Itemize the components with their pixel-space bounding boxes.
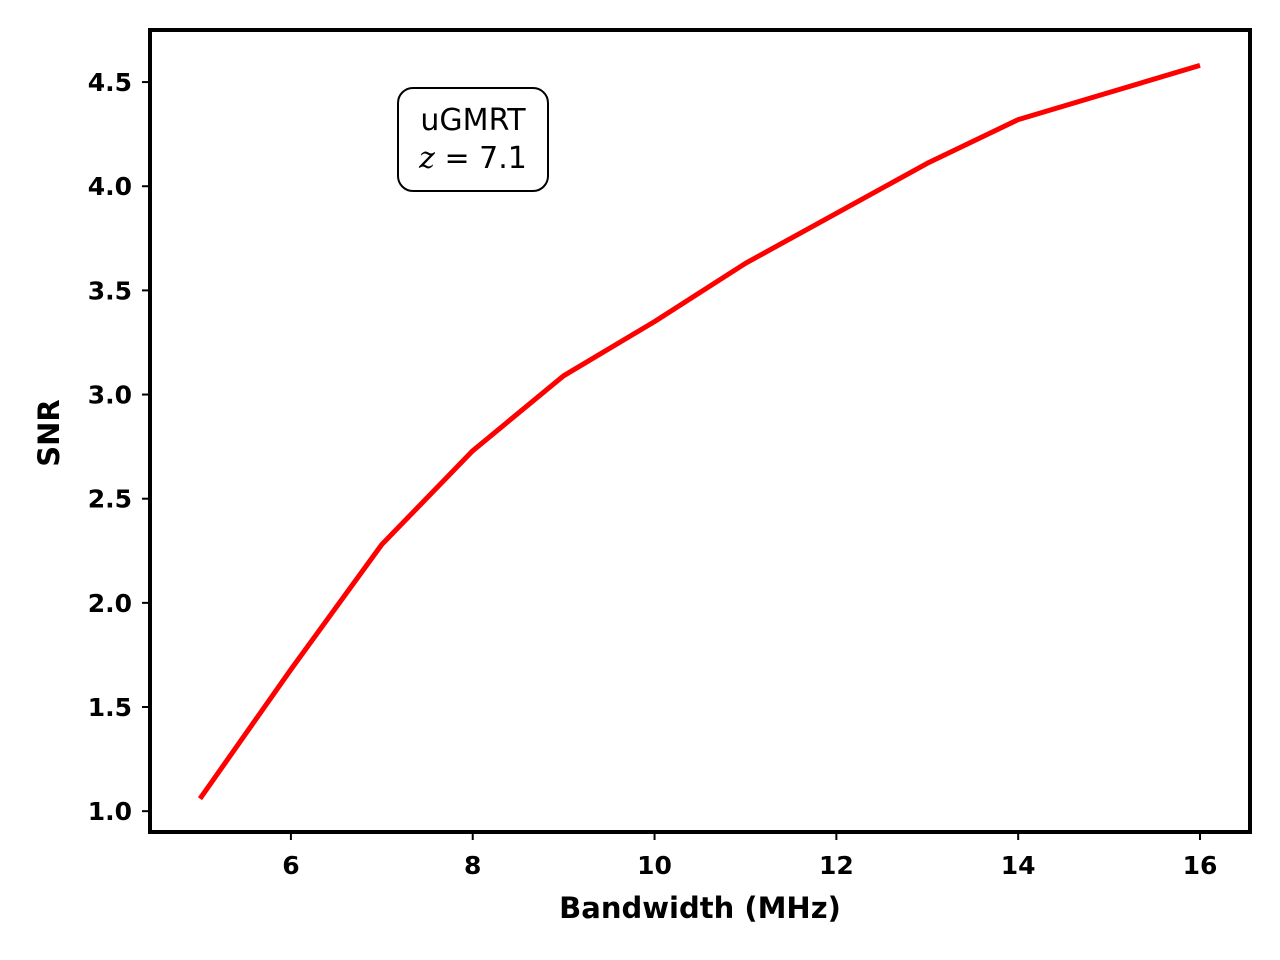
annotation-box: uGMRT z = 7.1 bbox=[397, 87, 549, 192]
x-axis-label: Bandwidth (MHz) bbox=[559, 891, 841, 925]
y-tick-label: 3.0 bbox=[88, 381, 132, 410]
y-tick-label: 1.5 bbox=[88, 693, 132, 722]
y-axis-label: SNR bbox=[32, 399, 66, 467]
x-tick-label: 16 bbox=[1183, 851, 1218, 880]
y-tick-label: 3.5 bbox=[88, 276, 132, 305]
series-line-0 bbox=[197, 63, 1201, 801]
x-tick-label: 8 bbox=[464, 851, 481, 880]
annotation-redshift: z = 7.1 bbox=[418, 141, 527, 176]
y-tick-label: 2.0 bbox=[88, 589, 132, 618]
annotation-redshift-value: = 7.1 bbox=[435, 141, 527, 176]
y-tick-label: 4.5 bbox=[88, 68, 132, 97]
y-tick-label: 4.0 bbox=[88, 172, 132, 201]
y-tick-label: 2.5 bbox=[88, 485, 132, 514]
x-tick-label: 12 bbox=[819, 851, 854, 880]
y-tick-label: 1.0 bbox=[88, 797, 132, 826]
x-tick-label: 14 bbox=[1001, 851, 1036, 880]
annotation-frame bbox=[397, 87, 549, 192]
annotation-redshift-var: z bbox=[418, 141, 435, 176]
x-tick-label: 6 bbox=[282, 851, 299, 880]
x-tick-label: 10 bbox=[637, 851, 672, 880]
plot-frame bbox=[148, 28, 1252, 834]
annotation-telescope: uGMRT bbox=[420, 103, 526, 138]
